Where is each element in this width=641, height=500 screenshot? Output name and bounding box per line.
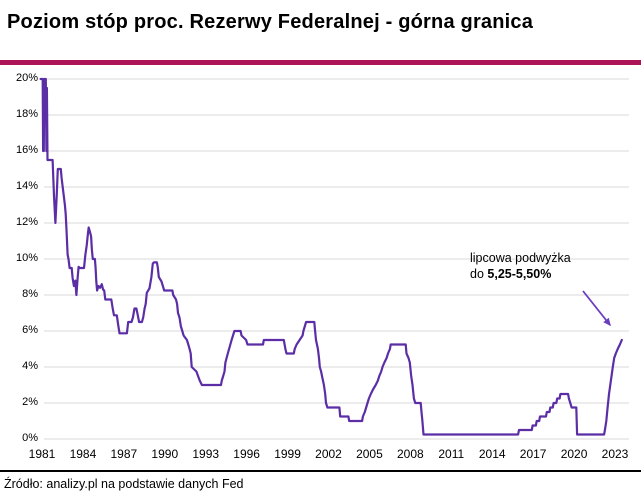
x-axis-tick-label: 1999 [274,447,301,461]
footer-divider [0,470,641,472]
x-axis-tick-label: 2014 [478,447,506,461]
annotation-text: lipcowa podwyżka do 5,25-5,50% [470,250,571,282]
x-axis-tick-label: 1981 [28,447,56,461]
title-accent-bar [0,60,641,65]
x-axis-tick-label: 2023 [601,447,629,461]
x-axis-tick-label: 1996 [233,447,260,461]
y-axis-tick-label: 4% [22,360,38,372]
x-axis-tick-label: 2002 [315,447,342,461]
x-axis-tick-label: 2008 [397,447,424,461]
rate-line-series [39,77,623,436]
y-axis-tick-label: 20% [15,72,38,84]
x-axis-tick-label: 1984 [69,447,97,461]
y-axis-tick-label: 8% [22,288,38,300]
x-axis-tick-label: 1987 [110,447,138,461]
chart-title: Poziom stóp proc. Rezerwy Federalnej - g… [7,11,534,33]
annotation-line1: lipcowa podwyżka [470,251,571,265]
y-axis-tick-label: 0% [22,432,38,444]
y-axis-tick-label: 18% [15,108,38,120]
y-axis-tick-label: 10% [15,252,38,264]
x-axis-tick-label: 2011 [438,447,465,461]
y-axis-tick-label: 16% [15,144,38,156]
y-axis-tick-label: 6% [22,324,38,336]
y-axis-tick-label: 12% [15,216,38,228]
annotation-rate-value: 5,25-5,50% [487,267,552,281]
x-axis-tick-label: 1993 [192,447,220,461]
x-axis-tick-label: 2020 [560,447,588,461]
source-note: Źródło: analizy.pl na podstawie danych F… [4,477,244,491]
y-axis-tick-label: 14% [15,180,38,192]
x-axis-tick-label: 2005 [356,447,383,461]
annotation-arrow [582,290,611,327]
x-axis-tick-label: 1990 [151,447,179,461]
gridlines [44,78,629,440]
annotation-line2-prefix: do [470,267,488,281]
x-axis-tick-label: 2017 [519,447,547,461]
y-axis-tick-label: 2% [22,396,38,408]
